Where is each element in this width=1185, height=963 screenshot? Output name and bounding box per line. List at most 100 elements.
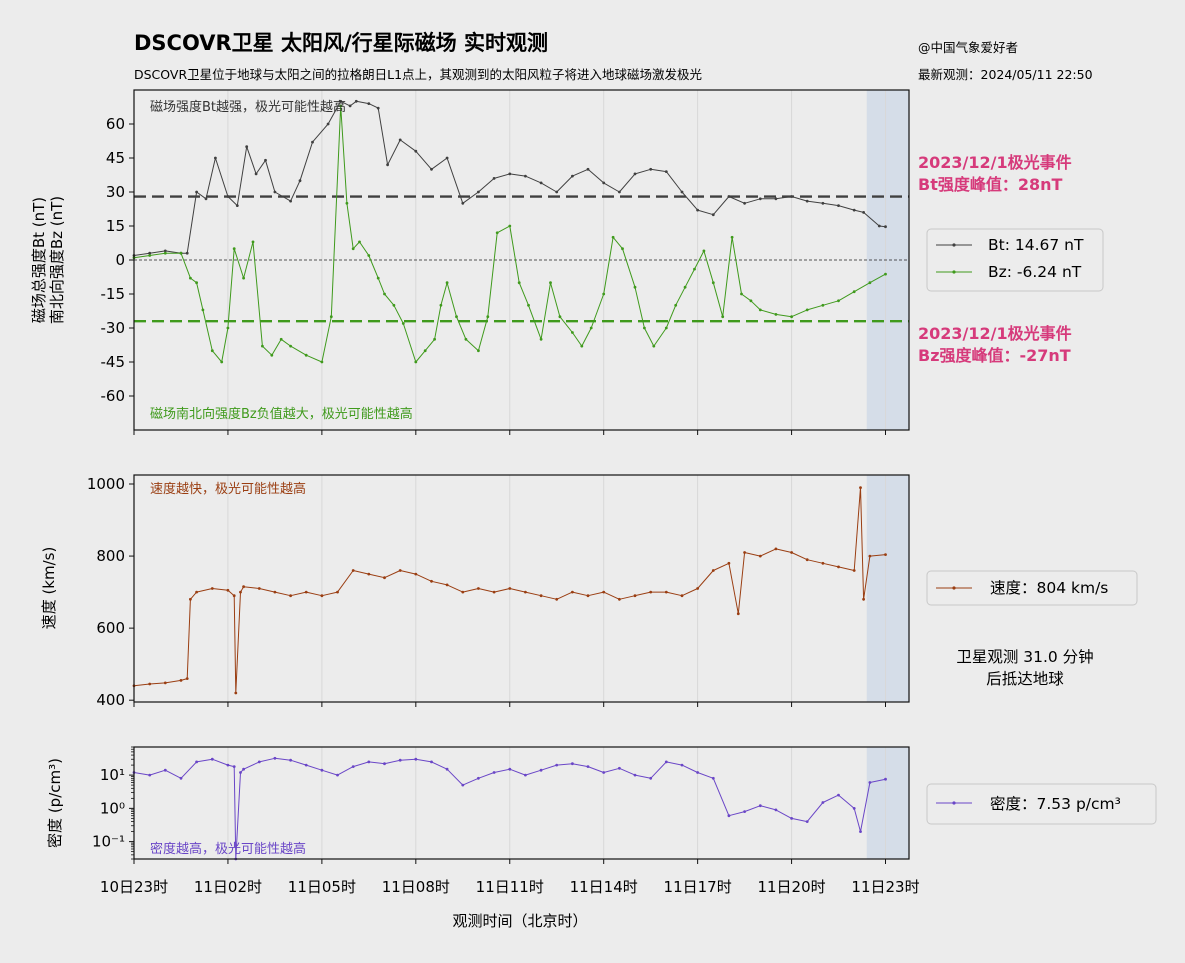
data-point-速度 xyxy=(163,681,167,685)
y-tick-label: 60 xyxy=(106,115,125,133)
data-point-速度 xyxy=(868,554,872,558)
data-point-密度 xyxy=(477,776,480,780)
data-point-Bz xyxy=(852,290,856,294)
data-point-Bz xyxy=(633,285,637,289)
legend-bz-marker xyxy=(952,270,956,274)
data-point-Bt xyxy=(711,213,715,217)
data-point-Bz xyxy=(423,349,427,353)
data-point-Bz xyxy=(189,276,192,280)
data-point-Bz xyxy=(664,326,668,330)
data-point-密度 xyxy=(571,762,574,766)
magnetic-panel: 60 45 30 15 0 -15 -30 -45 -60 磁场强度Bt越强，极光可能性越高 磁… xyxy=(30,89,910,435)
data-point-速度 xyxy=(805,558,809,562)
data-point-Bz xyxy=(392,303,396,307)
data-point-Bz xyxy=(702,249,706,253)
chart-title: DSCOVR卫星 太阳风/行星际磁场 实时观测 xyxy=(134,31,548,55)
data-point-速度 xyxy=(179,679,183,682)
data-point-速度 xyxy=(414,572,418,576)
data-point-密度 xyxy=(163,768,167,772)
data-point-速度 xyxy=(445,583,449,587)
data-point-Bz xyxy=(270,353,274,357)
x-axis-label: 观测时间（北京时） xyxy=(452,912,587,930)
data-point-Bt xyxy=(743,201,746,205)
data-point-Bz xyxy=(611,235,615,239)
y-tick-label: -60 xyxy=(101,387,126,405)
y-tick-label: 800 xyxy=(96,547,125,565)
data-point-速度 xyxy=(461,590,465,594)
y-tick-label: -30 xyxy=(101,319,126,337)
data-point-速度 xyxy=(398,569,402,572)
x-tick-label: 11日23时 xyxy=(851,878,919,896)
data-point-Bt xyxy=(235,204,239,208)
density-note: 密度越高，极光可能性越高 xyxy=(150,841,306,857)
data-point-Bz xyxy=(279,337,283,341)
x-tick-label: 11日11时 xyxy=(476,878,544,896)
data-point-Bt xyxy=(852,208,856,212)
x-tick-label: 11日08时 xyxy=(382,878,450,896)
data-point-速度 xyxy=(633,594,637,598)
data-point-Bz xyxy=(201,308,205,312)
data-point-速度 xyxy=(257,587,261,590)
x-tick-label: 11日20时 xyxy=(757,878,825,896)
data-point-速度 xyxy=(862,597,865,601)
data-point-Bt xyxy=(649,167,653,171)
data-point-Bt xyxy=(555,190,559,194)
data-point-Bz xyxy=(220,360,224,364)
data-point-Bt xyxy=(524,174,527,178)
data-point-速度 xyxy=(383,576,386,580)
data-point-速度 xyxy=(508,587,512,590)
magnetic-y-ticks: 60 45 30 15 0 -15 -30 -45 -60 xyxy=(101,115,134,405)
data-point-密度 xyxy=(743,810,746,813)
data-point-密度 xyxy=(774,808,778,812)
data-point-速度 xyxy=(743,551,746,554)
data-point-Bt xyxy=(877,224,881,228)
data-point-密度 xyxy=(859,830,862,833)
legend-bt-label: Bt: 14.67 nT xyxy=(988,236,1084,254)
legend-density-label: 密度：7.53 p/cm³ xyxy=(990,795,1121,813)
data-point-速度 xyxy=(884,553,887,556)
data-point-密度 xyxy=(289,758,292,762)
data-point-密度 xyxy=(649,776,653,780)
data-point-速度 xyxy=(758,554,762,558)
y-tick-label: -15 xyxy=(101,285,126,303)
x-tick-labels: 10日23时 11日02时 11日05时 11日08时 11日11时 11日14时 11日1… xyxy=(100,878,920,896)
data-point-速度 xyxy=(852,569,856,572)
data-point-Bt xyxy=(790,195,793,198)
data-point-密度 xyxy=(696,771,699,774)
y-tick-label: 400 xyxy=(96,691,125,709)
speed-note: 速度越快，极光可能性越高 xyxy=(150,481,306,497)
data-point-密度 xyxy=(727,814,731,818)
data-point-速度 xyxy=(430,579,433,583)
chart-subtitle: DSCOVR卫星位于地球与太阳之间的拉格朗日L1点上，其观测到的太阳风粒子将进入… xyxy=(134,67,702,82)
data-point-速度 xyxy=(185,677,189,680)
data-point-Bz xyxy=(508,224,512,228)
data-point-密度 xyxy=(664,760,668,764)
arrival-line2: 后抵达地球 xyxy=(986,670,1064,688)
speed-legend-box xyxy=(926,570,1138,606)
data-point-速度 xyxy=(242,585,246,589)
data-point-Bt xyxy=(195,190,199,194)
data-point-Bt xyxy=(185,251,189,255)
magnetic-x-ticks xyxy=(133,430,887,435)
magnetic-series xyxy=(132,99,887,364)
data-point-速度 xyxy=(195,590,199,594)
data-point-密度 xyxy=(633,773,637,777)
data-point-Bt xyxy=(386,163,389,167)
data-point-Bz xyxy=(749,299,753,303)
data-point-Bt xyxy=(430,167,433,171)
data-point-Bz xyxy=(821,303,825,307)
data-point-速度 xyxy=(367,572,371,576)
data-point-密度 xyxy=(461,783,465,787)
data-point-Bz xyxy=(345,201,349,205)
y-tick-label: 0 xyxy=(115,251,125,269)
data-point-Bt xyxy=(727,195,731,198)
data-point-速度 xyxy=(837,565,840,569)
x-tick-label: 11日02时 xyxy=(194,878,262,896)
data-point-Bt xyxy=(821,201,825,205)
data-point-速度 xyxy=(320,594,324,598)
data-point-密度 xyxy=(602,771,606,774)
data-point-Bz xyxy=(517,281,521,285)
data-point-密度 xyxy=(414,757,418,761)
magnetic-y-label-2: 南北向强度Bz (nT) xyxy=(48,196,66,324)
